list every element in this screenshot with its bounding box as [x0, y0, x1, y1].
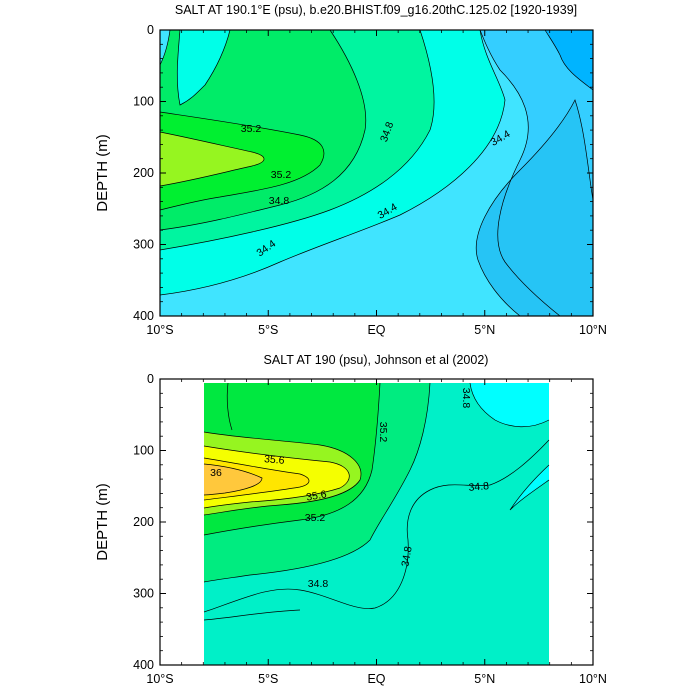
bottom-clabel-1: 35.6 — [264, 453, 286, 467]
top-clabel-2: 35.2 — [271, 169, 292, 181]
bottom-contour-fills — [204, 383, 549, 665]
bottom-x-tick-label: 10°N — [579, 672, 607, 686]
top-fill-34.4-left — [160, 30, 170, 65]
bottom-contour-labels: 35.6 36 35.6 35.2 35.2 34.8 34.8 34.8 34… — [210, 388, 489, 590]
top-x-tick-label: 5°N — [474, 323, 495, 337]
bottom-y-tick-label: 300 — [133, 587, 154, 601]
top-y-tick-label: 200 — [133, 166, 154, 180]
bottom-contour-lines — [203, 382, 550, 621]
bottom-x-tick-label: 5°S — [258, 672, 278, 686]
bottom-y-tick-label: 400 — [133, 658, 154, 672]
bottom-clabel-8: 34.8 — [399, 545, 414, 567]
bottom-clabel-5: 35.2 — [377, 422, 389, 443]
top-clabel-3: 34.8 — [269, 195, 290, 207]
top-fill-34.6-shallow — [177, 30, 230, 105]
bottom-x-tick-label: EQ — [367, 672, 385, 686]
bottom-x-tick-label: 10°S — [146, 672, 173, 686]
top-panel: SALT AT 190.1°E (psu), b.e20.BHIST.f09_g… — [94, 3, 607, 337]
bottom-fill-34.6-b — [510, 465, 549, 510]
bottom-chart-title: SALT AT 190 (psu), Johnson et al (2002) — [264, 353, 489, 367]
top-y-tick-label: 400 — [133, 309, 154, 323]
top-contour-fills — [160, 30, 593, 316]
top-axes: 10°S 5°S EQ 5°N 10°N 0 100 200 300 400 DEPTH (m) — [94, 23, 607, 337]
bottom-fill-36.0 — [204, 464, 262, 495]
bottom-clabel-7: 34.8 — [468, 480, 490, 494]
top-clabel-1: 35.2 — [241, 123, 262, 135]
bottom-x-tick-label: 5°N — [474, 672, 495, 686]
top-contour-lines — [159, 29, 594, 317]
bottom-clabel-6: 34.8 — [460, 388, 472, 409]
top-y-tick-label: 300 — [133, 238, 154, 252]
bottom-y-tick-label: 200 — [133, 515, 154, 529]
top-fill-35.4 — [160, 132, 264, 186]
bottom-clabel-2: 36 — [210, 467, 222, 479]
bottom-axes: 10°S 5°S EQ 5°N 10°N 0 100 200 300 400 DEPTH (m) — [94, 372, 607, 686]
top-y-tick-label: 0 — [147, 23, 154, 37]
bottom-y-axis-label: DEPTH (m) — [94, 483, 111, 561]
bottom-panel: SALT AT 190 (psu), Johnson et al (2002) — [94, 353, 607, 686]
top-y-tick-label: 100 — [133, 95, 154, 109]
bottom-clabel-9: 34.8 — [308, 578, 329, 590]
top-x-tick-label: 10°S — [146, 323, 173, 337]
top-fill-34.0-lobe — [545, 30, 593, 90]
bottom-clabel-4: 35.2 — [305, 512, 326, 524]
top-chart-title: SALT AT 190.1°E (psu), b.e20.BHIST.f09_g… — [175, 3, 577, 17]
top-x-tick-label: EQ — [367, 323, 385, 337]
bottom-y-tick-label: 0 — [147, 372, 154, 386]
bottom-y-tick-label: 100 — [133, 444, 154, 458]
top-x-tick-label: 10°N — [579, 323, 607, 337]
bottom-clabel-3: 35.6 — [305, 488, 327, 503]
top-y-axis-label: DEPTH (m) — [94, 134, 111, 212]
top-x-tick-label: 5°S — [258, 323, 278, 337]
